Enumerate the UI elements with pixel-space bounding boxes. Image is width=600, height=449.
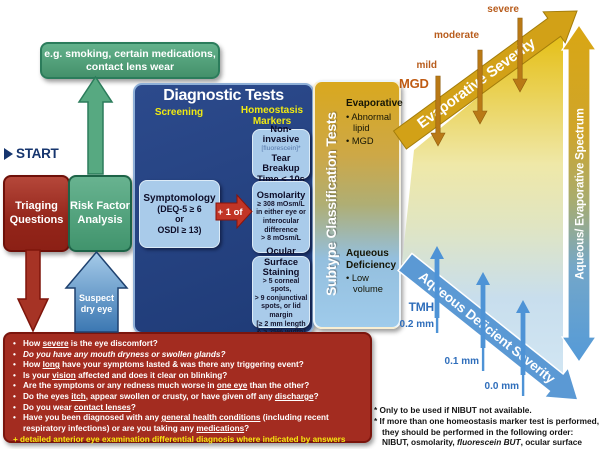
osmolarity-box: Osmolarity ≥ 308 mOsm/L in either eye or…	[252, 181, 310, 253]
note-line-1: e.g. smoking, certain medications,	[44, 47, 216, 60]
osmolarity-title: Osmolarity	[256, 190, 306, 201]
footnotes: * Only to be used if NIBUT not available…	[374, 405, 599, 449]
triaging-down-arrow	[16, 249, 50, 333]
triaging-questions-panel: • How severe is the eye discomfort? • Do yo…	[3, 332, 372, 445]
severe-severity-arrow	[512, 17, 528, 93]
questions-footer: + detailed anterior eye examination diff…	[13, 435, 346, 445]
symptomology-line-3: OSDI ≥ 13)	[157, 224, 202, 235]
subtype-vertical-label: Subtype Classification Tests	[323, 112, 339, 297]
evaporative-level-mild: mild	[416, 60, 437, 71]
triaging-questions-label: Triaging Questions	[9, 200, 64, 226]
question-item: • Do the eyes itch, appear swollen or cru…	[13, 391, 319, 401]
mgd-label: MGD	[399, 76, 429, 91]
aqueous-deficiency-title: Aqueous Deficiency	[346, 248, 397, 271]
start-label: START	[16, 146, 59, 161]
tmh-level-00: 0.0 mm	[484, 381, 519, 392]
homeostasis-line-1: Homeostasis	[240, 105, 304, 116]
diagnostic-tests-title: Diagnostic Tests	[163, 87, 284, 104]
evaporative-level-moderate: moderate	[433, 30, 479, 41]
nibut-box: Non-invasive [fluorescein]* Tear Breakup…	[252, 124, 310, 184]
nibut-title: Non-invasive	[262, 123, 300, 145]
tmh-01-tick	[481, 348, 485, 371]
nibut-line-1: Tear Breakup	[262, 152, 300, 174]
tmh-level-02: 0.2 mm	[399, 319, 434, 330]
symptomology-title: Symptomology	[143, 192, 216, 204]
question-item: • Is your vision affected and does it cle…	[13, 370, 228, 380]
staining-title-1: Ocular Surface	[263, 246, 299, 267]
aqueous-deficiency-bullet: Low volume	[346, 273, 398, 295]
homeostasis-line-2: Markers	[252, 116, 292, 127]
evaporative-bullet: Abnormal lipid	[346, 112, 398, 134]
risk-factor-analysis-box: Risk Factor Analysis	[68, 175, 132, 252]
suspect-dry-eye-arrow	[64, 250, 129, 333]
risk-factor-up-arrow	[77, 75, 114, 175]
tmh-01-arrow	[476, 272, 490, 348]
diagnostic-tests-panel: Diagnostic Tests Screening Homeostasis M…	[133, 83, 314, 336]
question-item: • Are the symptoms or any redness much wo…	[13, 381, 310, 391]
footnote: * Only to be used if NIBUT not available…	[374, 405, 532, 415]
note-line-2: contact lens wear	[85, 60, 175, 73]
tmh-label: TMH	[408, 300, 435, 314]
risk-factor-analysis-label: Risk Factor Analysis	[70, 200, 130, 226]
aqueous-deficient-severity-label: Aqueous Deficient Severity	[416, 269, 558, 387]
tmh-02-tick	[435, 318, 439, 333]
osmolarity-line: ≥ 308 mOsm/L	[257, 200, 305, 208]
spectrum-arrow	[560, 23, 598, 364]
ocular-surface-staining-box: Ocular Surface Staining > 5 corneal spot…	[252, 246, 310, 336]
question-item: • How severe is the eye discomfort?	[13, 339, 158, 348]
spectrum-label: Aqueous/ Evaporative Spectrum	[575, 108, 587, 279]
symptomology-box: Symptomology (DEQ-5 ≥ 6 or OSDI ≥ 13)	[139, 180, 220, 248]
tmh-level-01: 0.1 mm	[444, 356, 479, 367]
footnote: * If more than one homeostasis marker te…	[374, 416, 600, 449]
nibut-line-2: Time < 10s	[257, 173, 305, 184]
question-item: • Have you been diagnosed with any genera…	[13, 413, 329, 433]
osmolarity-line: in either eye or	[256, 209, 306, 217]
tmh-00-tick	[521, 375, 525, 396]
symptomology-line-2: or	[175, 214, 184, 225]
osmolarity-line: > 8 mOsm/L	[261, 235, 301, 243]
subtype-classification-panel: Subtype Classification Tests Evaporative…	[313, 80, 403, 329]
symptomology-line-1: (DEQ-5 ≥ 6	[157, 203, 202, 214]
risk-factor-note-box: e.g. smoking, certain medications, conta…	[40, 42, 220, 79]
osmolarity-line: interocular difference	[262, 217, 300, 234]
homeostasis-markers-label: Homeostasis Markers	[235, 105, 309, 127]
staining-line: > 9 conjunctival	[254, 294, 308, 302]
staining-title-2: Staining	[262, 267, 300, 278]
aqueous-deficiency-section: Aqueous Deficiency Low volume	[346, 248, 398, 295]
start-marker: START	[4, 146, 59, 161]
start-triangle-icon	[4, 147, 13, 160]
staining-line: [≥ 2 mm length	[256, 320, 306, 328]
moderate-severity-arrow	[472, 49, 488, 125]
question-item: • How long have your symptoms lasted & wa…	[13, 360, 304, 370]
nibut-fluorescein-note: [fluorescein]*	[261, 144, 301, 152]
questions-list: • How severe is the eye discomfort? • Do yo…	[13, 339, 362, 434]
question-item: • Do you wear contact lenses?	[13, 402, 136, 412]
evaporative-section: Evaporative Abnormal lipid MGD	[346, 98, 403, 147]
evaporative-bullet: MGD	[346, 136, 398, 147]
question-item: • Do you have any mouth dryness or swolle…	[13, 349, 226, 359]
staining-line: spots, or lid margin	[261, 303, 301, 320]
evaporative-title: Evaporative	[346, 98, 403, 109]
suspect-dry-eye-line-1: Suspect	[79, 293, 114, 303]
staining-line: > 5 corneal spots,	[262, 277, 300, 294]
tmh-00-arrow	[516, 300, 530, 375]
evaporative-level-severe: severe	[487, 4, 519, 15]
screening-label: Screening	[154, 107, 204, 118]
suspect-dry-eye-line-2: dry eye	[81, 304, 113, 314]
triaging-questions-box: Triaging Questions	[3, 175, 70, 252]
